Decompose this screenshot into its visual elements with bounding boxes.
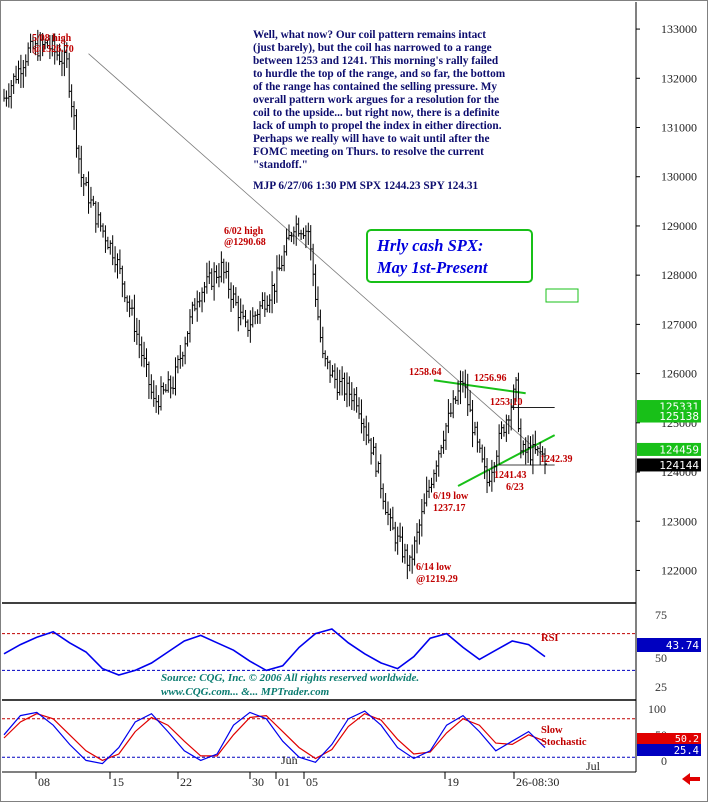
annotation-jun02-high: 6/02 high [224,226,264,237]
annotation-jun02-value: @1290.68 [224,237,266,248]
commentary-line: Well, what now? Our coil pattern remains… [253,29,486,41]
commentary-line: "standoff." [253,159,308,171]
commentary-line: overall pattern work argues for a resolu… [253,94,499,106]
rsi-tick-75: 75 [655,608,667,622]
stoch-k-tag: 25.4 [674,745,699,757]
commentary-line: to hurdle the top of the range, and so f… [253,68,506,80]
price-tag-label: 125138 [659,410,699,423]
price-tick-label: 123000 [661,514,697,528]
commentary-signature: MJP 6/27/06 1:30 PM SPX 1244.23 SPY 124.… [253,180,479,192]
trendline-coil_bottom [457,434,556,487]
x-tick-label: 08 [38,775,50,789]
price-bars [3,29,547,580]
rsi-tick-25: 25 [655,680,667,694]
x-tick-label: 30 [252,775,264,789]
rsi-line [3,628,546,676]
commentary-line: lack of umph to propel the index in eith… [253,120,502,132]
price-tick-label: 128000 [661,268,697,282]
price-tag-label: 124144 [659,459,699,472]
empty-green-marker [545,288,579,303]
price-tag-label: 124459 [659,443,699,456]
stoch-tick-100: 100 [648,702,666,716]
annotation-1256: 1256.96 [474,373,507,384]
stoch-label-1: Slow [541,725,563,736]
annotation-jun14-value: @1219.29 [416,574,458,585]
title-callout: Hrly cash SPX: May 1st-Present [366,229,533,283]
trendline-downtrend [88,53,546,458]
annotation-may08-value: @1326.70 [32,44,74,55]
x-tick-label: 22 [180,775,192,789]
stochastic-panel: Slow Stochastic 100 50 0 50.2 25.4 [2,702,701,768]
annotation-1258: 1258.64 [409,367,442,378]
price-tag-bg [637,458,701,472]
annotation-1242: 1242.39 [540,454,573,465]
commentary-line: FOMC meeting on Thurs. to resolve the cu… [253,146,484,158]
rsi-label: RSI [541,633,559,644]
annotation-jun19-value: 1237.17 [433,503,466,514]
x-tick-label: 05 [306,775,318,789]
rsi-value-tag-bg [637,638,701,652]
price-tag-bg [637,409,701,423]
annotation-may08-high: 5/08 high [32,33,72,44]
x-tick-label: 15 [112,775,124,789]
x-tick-label: 01 [278,775,290,789]
trendline-layer [88,53,556,487]
time-axis: 08 15 22 30 01 05 19 26-08:30 Jun Jul [35,753,601,789]
annotation-1241: 1241.43 [494,470,527,481]
price-tick-label: 130000 [661,170,697,184]
price-tick-label: 122000 [661,563,697,577]
price-tick-label: 131000 [661,121,697,135]
rsi-value-tag: 43.74 [666,639,699,652]
commentary-line: Perhaps we really will have to wait unti… [253,133,489,145]
rsi-layer [3,628,546,676]
stoch-layer [3,710,546,765]
price-tick-label: 129000 [661,219,697,233]
annotation-jun14-low: 6/14 low [416,562,452,573]
price-tag-bg [637,442,701,456]
price-annotations: 5/08 high @1326.70 6/02 high @1290.68 12… [32,33,573,585]
stoch-d-tag-bg [637,733,701,744]
rsi-panel: RSI 75 50 25 43.74 [2,608,701,694]
chart-title: Hrly cash SPX: [376,236,483,255]
x-tick-label: 19 [447,775,459,789]
title-callout-box [366,229,533,283]
stoch-tick-0: 0 [661,754,667,768]
price-tick-label: 132000 [661,71,697,85]
month-label-jul: Jul [586,759,601,773]
price-tick-label: 127000 [661,317,697,331]
commentary-block: Well, what now? Our coil pattern remains… [253,29,506,192]
trendline-coil_top [433,379,526,395]
source-credit: Source: CQG, Inc. © 2006 All rights rese… [161,672,419,698]
stoch-d-tag: 50.2 [675,734,699,745]
annotation-1253: 1253.10 [490,397,523,408]
stoch-k-line [3,710,546,765]
commentary-line: of the range has contained the selling p… [253,81,497,93]
commentary-line: (just barely), but the coil has narrowed… [253,42,492,54]
annotation-jun19-low: 6/19 low [433,491,469,502]
source-line-1: Source: CQG, Inc. © 2006 All rights rese… [161,672,419,684]
commentary-line: between 1253 and 1241. This morning's ra… [253,55,499,67]
price-tick-label: 133000 [661,22,697,36]
price-tick-label: 126000 [661,367,697,381]
stoch-label-2: Stochastic [541,737,587,748]
rsi-tick-50: 50 [655,651,667,665]
scroll-left-icon[interactable] [682,773,700,785]
x-tick-label: 26-08:30 [516,775,559,789]
month-label-jun: Jun [281,753,298,767]
annotation-jun23: 6/23 [506,482,524,493]
price-panel [3,29,556,580]
commentary-line: coil to the upside... but right now, the… [253,107,499,119]
stoch-k-tag-bg [637,744,701,756]
source-line-2: www.CQG.com... &... MPTrader.com [161,686,330,698]
chart-subtitle: May 1st-Present [376,258,488,277]
stoch-d-line [3,713,546,762]
